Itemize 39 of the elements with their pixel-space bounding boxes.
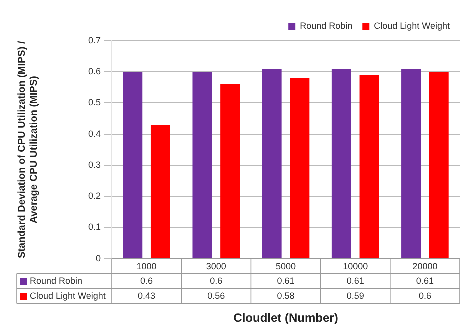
data-label: 0.6 [210,276,223,286]
x-tick-label: 20000 [412,262,438,272]
data-label: 0.58 [277,290,295,301]
bar [220,84,240,258]
bar [192,72,212,258]
x-tick-label: 10000 [343,262,368,272]
legend-label: Cloud Light Weight [374,20,450,31]
bar [402,69,422,258]
x-tick-label: 5000 [276,262,296,272]
x-axis-title: Cloudlet (Number) [234,311,338,326]
y-tick-label: 0.3 [88,160,101,170]
y-tick-label: 0.2 [88,191,101,202]
x-tick-label: 3000 [206,262,226,272]
data-label: 0.61 [277,276,295,286]
data-label: 0.61 [416,276,434,286]
data-label: 0.61 [346,276,364,286]
bar [123,72,143,258]
y-tick-label: 0.7 [88,35,101,46]
y-tick-label: 0.5 [88,98,101,108]
data-label: 0.6 [140,276,154,286]
y-tick-label: 0.1 [88,222,101,232]
bar [290,78,310,258]
y-tick-label: 0.4 [88,128,101,139]
bar [332,69,352,258]
text: Cloud Light Weight [30,290,106,301]
y-tick-label: 0.6 [88,66,101,77]
bar [150,125,170,258]
data-label: 0.56 [208,290,226,301]
x-tick-label: 1000 [136,262,157,272]
text: Round Robin [30,276,83,286]
data-label: 0.6 [418,290,432,301]
bar [429,72,449,258]
bar [360,75,380,258]
y-tick-label: 0 [96,253,101,264]
data-label: 0.43 [138,290,156,301]
data-label: 0.59 [346,290,364,301]
bar [262,69,282,258]
y-axis-title: Standard Deviation of CPU Utilization (MIPS) / Average CPU Utilization (MIPS) [16,41,40,259]
legend-label: Round Robin [300,20,353,31]
